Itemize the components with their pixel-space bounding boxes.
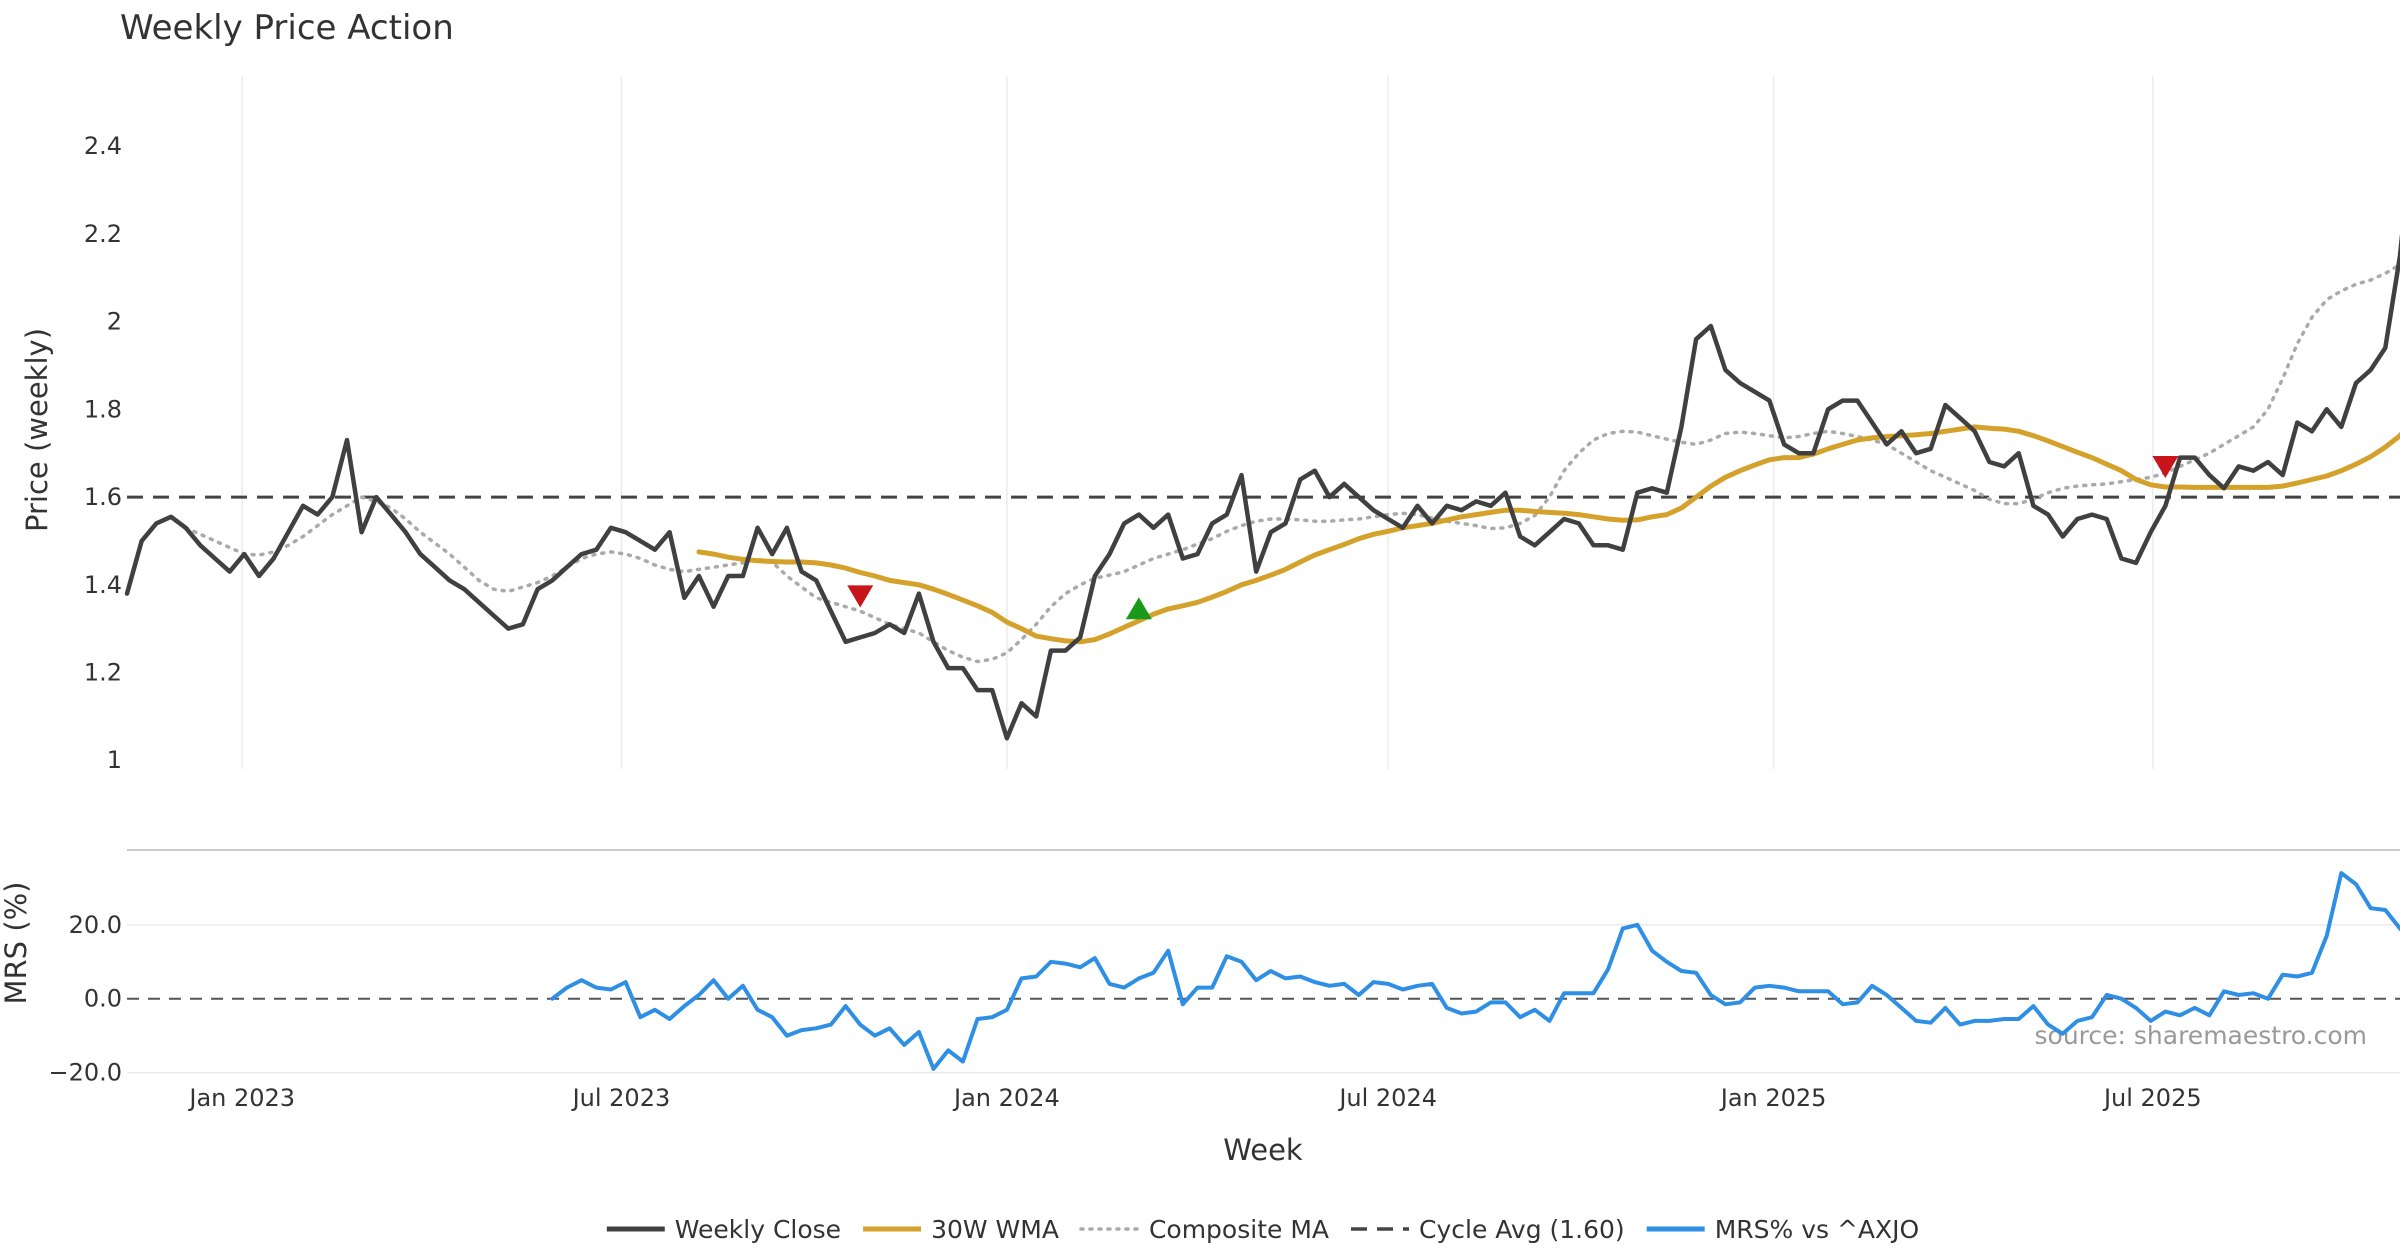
mrs-line bbox=[550, 871, 2400, 1071]
sell-marker bbox=[847, 585, 874, 608]
mrs-axis-title: MRS (%) bbox=[0, 882, 33, 1005]
buy-marker bbox=[1125, 597, 1152, 620]
source-note: source: sharemaestro.com bbox=[2035, 1021, 2368, 1050]
price-y-tick-label: 1.8 bbox=[84, 395, 122, 423]
mrs-y-tick-label: 20.0 bbox=[69, 911, 122, 939]
x-tick-label: Jan 2023 bbox=[187, 1084, 295, 1112]
legend-label: Composite MA bbox=[1149, 1215, 1329, 1244]
sell-marker bbox=[2152, 455, 2179, 479]
price-y-tick-label: 2.2 bbox=[84, 220, 122, 248]
price-y-tick-label: 1.6 bbox=[84, 483, 122, 511]
mrs-series-layer bbox=[550, 871, 2400, 1071]
legend-label: Cycle Avg (1.60) bbox=[1419, 1215, 1625, 1244]
composite-ma-line bbox=[183, 262, 2400, 664]
price-series-layer bbox=[124, 233, 2400, 741]
price-y-tick-label: 2 bbox=[107, 308, 122, 336]
mrs-grid bbox=[127, 924, 2400, 1074]
x-tick-label: Jul 2023 bbox=[571, 1084, 671, 1112]
x-tick-label: Jan 2024 bbox=[952, 1084, 1060, 1112]
weekly-close-line bbox=[124, 233, 2400, 741]
wma-30w-line bbox=[696, 424, 2400, 645]
price-axis-title: Price (weekly) bbox=[20, 328, 54, 532]
price-y-tick-label: 1.2 bbox=[84, 659, 122, 687]
legend-label: 30W WMA bbox=[931, 1215, 1059, 1244]
x-tick-label: Jul 2024 bbox=[1337, 1084, 1437, 1112]
tick-labels: 1 1.2 1.4 1.6 1.8 2 2.2 2.4 20.0 0.0 −20.0 Jan 2023… bbox=[48, 132, 2201, 1112]
legend: Weekly Close 30W WMA Composite MA Cycle Avg… bbox=[606, 1215, 1920, 1244]
legend-label: Weekly Close bbox=[675, 1215, 841, 1244]
x-axis-title: Week bbox=[1223, 1133, 1303, 1167]
price-y-tick-label: 1 bbox=[107, 746, 122, 774]
legend-label: MRS% vs ^AXJO bbox=[1715, 1215, 1920, 1244]
price-y-tick-label: 1.4 bbox=[84, 571, 122, 599]
price-grid bbox=[241, 76, 2154, 769]
price-y-tick-label: 2.4 bbox=[84, 132, 122, 160]
signal-markers bbox=[847, 455, 2179, 620]
x-tick-label: Jul 2025 bbox=[2102, 1084, 2202, 1112]
mrs-y-tick-label: −20.0 bbox=[48, 1059, 122, 1087]
mrs-y-tick-label: 0.0 bbox=[84, 985, 122, 1013]
chart-title: Weekly Price Action bbox=[120, 8, 454, 48]
x-tick-label: Jan 2025 bbox=[1719, 1084, 1827, 1112]
